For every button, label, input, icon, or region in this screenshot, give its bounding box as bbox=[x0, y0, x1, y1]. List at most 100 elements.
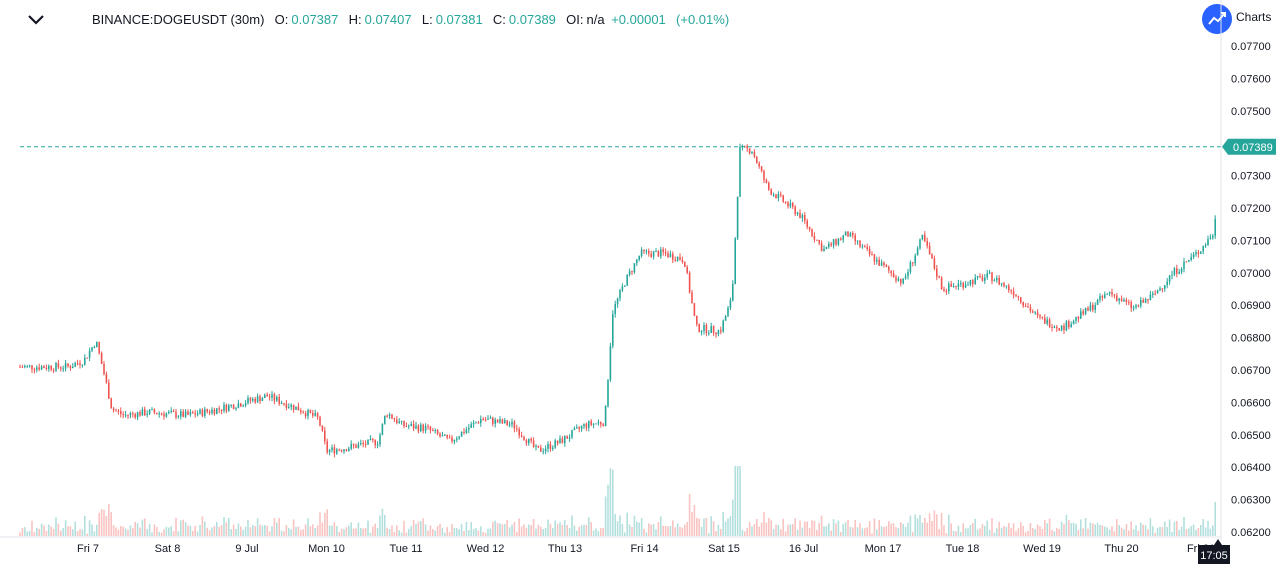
volume-bar bbox=[768, 517, 770, 536]
volume-bar bbox=[837, 520, 840, 536]
volume-bar bbox=[549, 523, 552, 536]
candle-body bbox=[1202, 245, 1204, 252]
volume-bar bbox=[854, 519, 856, 536]
candle-body bbox=[1008, 285, 1010, 291]
candle-body bbox=[213, 409, 216, 414]
candle-body bbox=[996, 277, 998, 281]
volume-bar bbox=[573, 525, 576, 536]
volume-bar bbox=[228, 517, 230, 536]
candle-body bbox=[883, 262, 885, 266]
volume-bar bbox=[69, 526, 72, 536]
price-tick-label: 0.06600 bbox=[1231, 397, 1271, 409]
candle-body bbox=[1024, 305, 1027, 307]
candle-body bbox=[960, 282, 962, 284]
candle-body bbox=[362, 443, 364, 445]
change-percent: (+0.01%) bbox=[676, 12, 730, 27]
candle-body bbox=[928, 245, 931, 255]
candle-body bbox=[1101, 296, 1104, 298]
volume-bar bbox=[444, 532, 446, 536]
candle-body bbox=[19, 366, 21, 368]
candle-body bbox=[86, 357, 88, 359]
candle-body bbox=[84, 357, 86, 365]
candle-body bbox=[1032, 311, 1034, 313]
candle-body bbox=[564, 436, 566, 444]
candle-body bbox=[304, 413, 307, 417]
volume-bar bbox=[554, 520, 556, 536]
candle-body bbox=[256, 396, 259, 403]
price-axis[interactable]: 0.07700 0.07600 0.07500 0.07300 0.07200 0.071… bbox=[1231, 41, 1271, 539]
volume-bar bbox=[21, 528, 24, 536]
candle-body bbox=[475, 422, 477, 424]
volume-bar bbox=[950, 523, 952, 536]
volume-bar bbox=[1106, 527, 1108, 536]
volume-bar bbox=[103, 509, 105, 536]
candle-body bbox=[391, 414, 393, 419]
candle-body bbox=[991, 272, 993, 281]
volume-bar bbox=[600, 528, 602, 536]
volume-bar bbox=[52, 528, 55, 536]
volume-bar bbox=[187, 525, 189, 536]
candle-body bbox=[62, 368, 64, 370]
candle-body bbox=[825, 246, 828, 249]
candle-body bbox=[1190, 256, 1192, 261]
candle-body bbox=[540, 447, 542, 452]
volume-bar bbox=[211, 527, 213, 536]
candle-body bbox=[300, 410, 302, 413]
candle-body bbox=[998, 277, 1000, 285]
volume-bar bbox=[1168, 519, 1171, 536]
time-tick-label: Tue 18 bbox=[946, 543, 980, 555]
candle-body bbox=[710, 326, 712, 334]
volume-bar bbox=[326, 509, 328, 536]
volume-bar bbox=[1032, 527, 1034, 536]
volume-bar bbox=[216, 521, 218, 536]
candle-body bbox=[55, 363, 57, 371]
volume-bar bbox=[122, 526, 124, 536]
candle-body bbox=[794, 206, 796, 215]
volume-bar bbox=[734, 466, 736, 536]
time-axis[interactable]: Fri 7 Sat 8 9 Jul Mon 10 Tue 11 Wed 12 Thu 13 F… bbox=[0, 536, 1221, 555]
candle-body bbox=[355, 445, 357, 448]
volume-bar bbox=[926, 522, 928, 536]
volume-bar bbox=[1137, 530, 1140, 536]
candle-body bbox=[573, 428, 576, 431]
volume-bar bbox=[974, 518, 976, 536]
volume-bar bbox=[892, 523, 895, 536]
candle-body bbox=[734, 238, 736, 284]
high-label: H: bbox=[348, 12, 362, 27]
candle-body bbox=[122, 414, 124, 416]
candle-body bbox=[386, 415, 388, 417]
candle-body bbox=[352, 444, 355, 446]
volume-bar bbox=[427, 530, 429, 536]
volume-bar bbox=[669, 526, 672, 536]
symbol-label[interactable]: BINANCE:DOGEUSDT (30m) bbox=[92, 12, 265, 27]
volume-bar bbox=[780, 529, 782, 536]
candle-body bbox=[266, 394, 268, 397]
volume-bar bbox=[232, 524, 235, 536]
candle-body bbox=[609, 346, 612, 380]
candle-body bbox=[676, 256, 679, 261]
volume-bar bbox=[804, 521, 806, 536]
volume-bar bbox=[468, 530, 470, 536]
volume-bar bbox=[340, 528, 343, 536]
candle-body bbox=[808, 226, 811, 230]
candle-body bbox=[943, 289, 945, 291]
volume-bar bbox=[110, 512, 112, 536]
volume-bar bbox=[907, 522, 909, 536]
candle-body bbox=[681, 259, 684, 263]
volume-bar bbox=[108, 504, 110, 536]
candle-body bbox=[945, 290, 948, 292]
volume-bar bbox=[96, 524, 98, 536]
volume-bar bbox=[532, 518, 535, 536]
volume-bar bbox=[1202, 519, 1204, 536]
volume-bar bbox=[508, 527, 511, 536]
tradingview-logo-icon[interactable] bbox=[1202, 4, 1232, 34]
chevron-down-icon[interactable] bbox=[26, 10, 46, 30]
volume-bar bbox=[1185, 529, 1188, 536]
volume-bar bbox=[1135, 525, 1137, 536]
candle-body bbox=[132, 413, 134, 415]
candle-body bbox=[1209, 237, 1212, 240]
volume-bar bbox=[808, 527, 811, 536]
candle-body bbox=[400, 420, 403, 422]
candle-body bbox=[331, 447, 333, 450]
